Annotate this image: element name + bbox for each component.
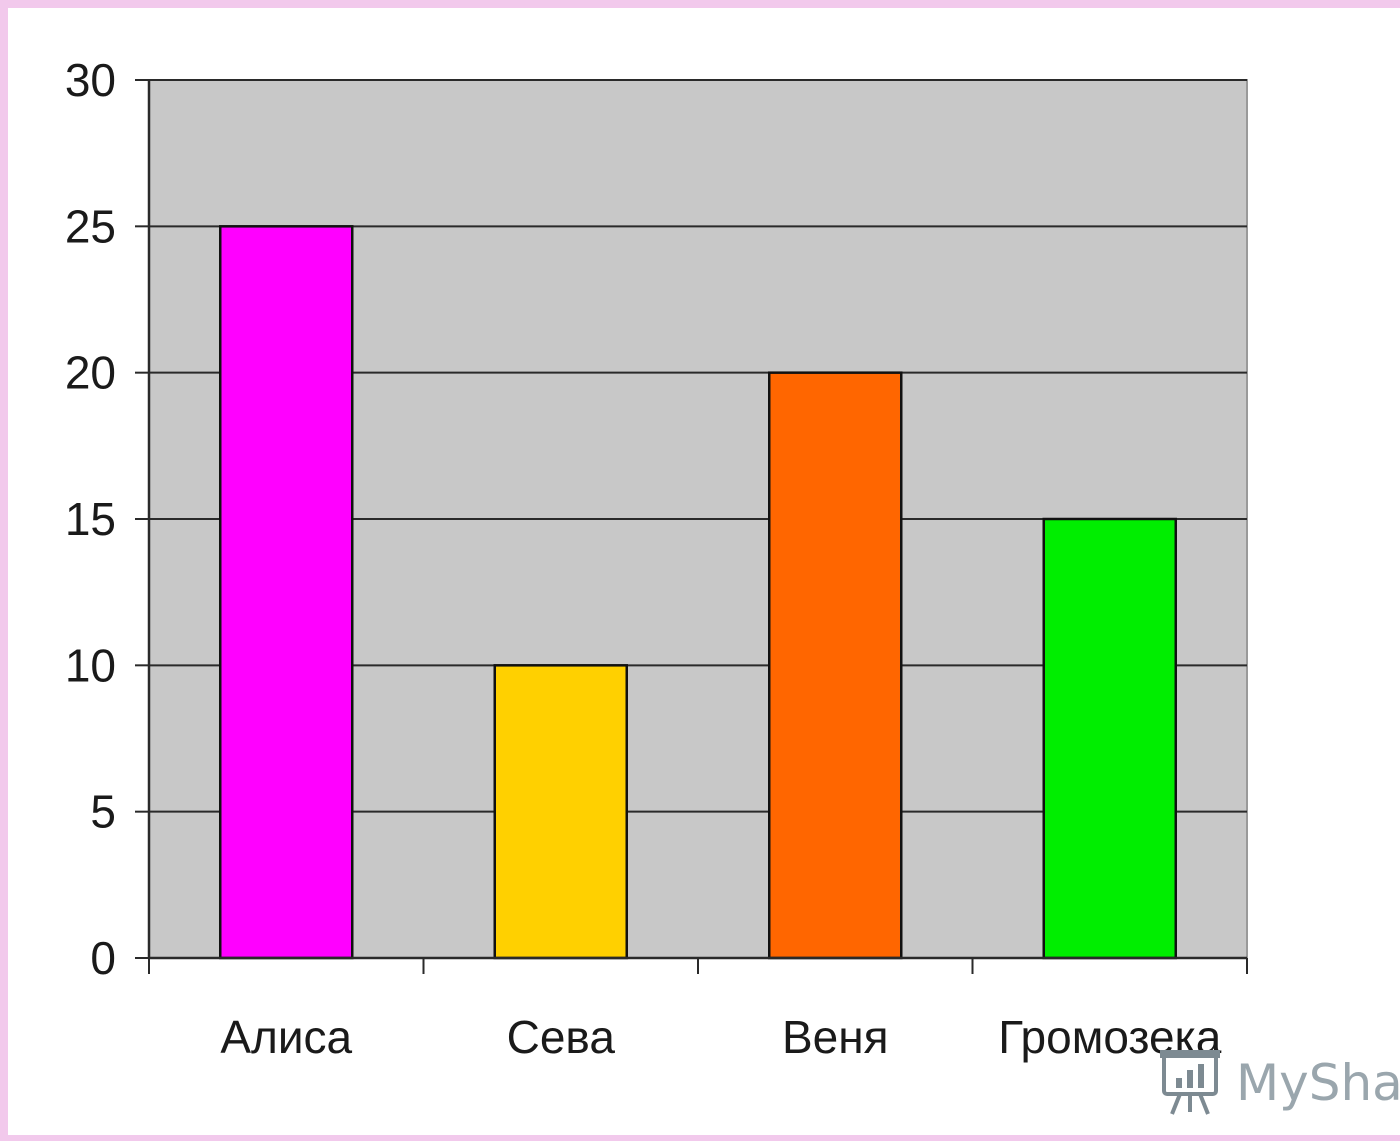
x-labels: Алиса Сева Веня Громозека: [220, 1011, 1221, 1063]
y-tick-label: 0: [90, 932, 116, 984]
x-tick-label: Сева: [507, 1011, 616, 1063]
y-tick-label: 15: [65, 493, 116, 545]
x-tick-label: Алиса: [220, 1011, 352, 1063]
bar: [1042, 517, 1177, 960]
y-tick-label: 25: [65, 200, 116, 252]
x-tick-label: Веня: [782, 1011, 889, 1063]
bars: [219, 225, 1177, 960]
y-tick-label: 5: [90, 786, 116, 838]
y-tick-label: 20: [65, 347, 116, 399]
watermark-text: MySha: [1236, 1054, 1400, 1112]
y-tick-label: 30: [65, 54, 116, 106]
bar: [493, 664, 628, 960]
watermark: MySha: [1160, 1050, 1400, 1115]
y-ticks: 0 5 10 15 20 25 30: [65, 54, 149, 984]
y-tick-label: 10: [65, 639, 116, 691]
presentation-chart-icon: [1160, 1050, 1220, 1115]
x-ticks: [148, 958, 1248, 974]
bar: [219, 225, 354, 960]
bar: [768, 371, 903, 960]
